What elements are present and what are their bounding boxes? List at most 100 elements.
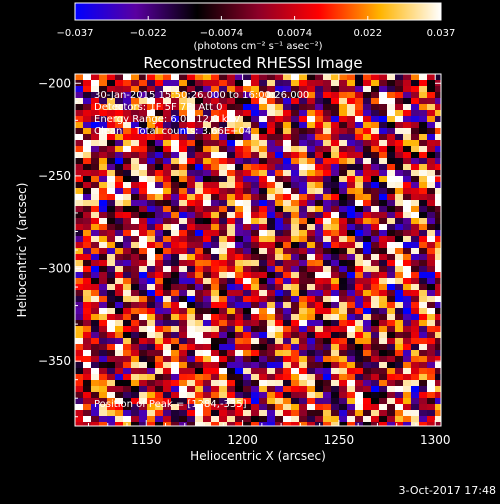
heatmap-cell: [275, 308, 283, 314]
heatmap-cell: [331, 86, 339, 92]
heatmap-cell: [243, 98, 251, 104]
heatmap-cell: [219, 80, 227, 86]
heatmap-cell: [99, 314, 107, 320]
heatmap-cell: [435, 110, 441, 116]
heatmap-cell: [203, 236, 211, 242]
heatmap-cell: [307, 254, 315, 260]
heatmap-cell: [147, 320, 155, 326]
heatmap-cell: [195, 242, 203, 248]
heatmap-cell: [331, 332, 339, 338]
heatmap-cell: [275, 380, 283, 386]
heatmap-cell: [115, 128, 123, 134]
heatmap-cell: [371, 344, 379, 350]
heatmap-cell: [123, 272, 131, 278]
heatmap-cell: [123, 176, 131, 182]
heatmap-cell: [299, 290, 307, 296]
heatmap-cell: [323, 80, 331, 86]
heatmap-cell: [323, 404, 331, 410]
heatmap-cell: [163, 206, 171, 212]
heatmap-cell: [99, 128, 107, 134]
heatmap-cell: [307, 146, 315, 152]
heatmap-cell: [107, 200, 115, 206]
heatmap-cell: [323, 164, 331, 170]
heatmap-cell: [379, 98, 387, 104]
heatmap-cell: [355, 272, 363, 278]
heatmap-cell: [75, 422, 83, 426]
heatmap-cell: [315, 74, 323, 80]
heatmap-cell: [291, 422, 299, 426]
heatmap-cell: [435, 422, 441, 426]
heatmap-cell: [371, 404, 379, 410]
heatmap-cell: [419, 296, 427, 302]
heatmap-cell: [203, 416, 211, 422]
heatmap-cell: [427, 104, 435, 110]
heatmap-cell: [315, 398, 323, 404]
heatmap-cell: [179, 284, 187, 290]
heatmap-cell: [419, 212, 427, 218]
heatmap-cell: [171, 242, 179, 248]
heatmap-cell: [435, 248, 441, 254]
heatmap-cell: [275, 212, 283, 218]
heatmap-cell: [83, 134, 91, 140]
heatmap-cell: [251, 320, 259, 326]
heatmap-cell: [403, 398, 411, 404]
heatmap-cell: [75, 332, 83, 338]
heatmap-cell: [235, 254, 243, 260]
heatmap-cell: [91, 368, 99, 374]
heatmap-cell: [139, 176, 147, 182]
heatmap-cell: [115, 122, 123, 128]
heatmap-cell: [315, 290, 323, 296]
heatmap-cell: [347, 170, 355, 176]
heatmap-cell: [411, 164, 419, 170]
heatmap-cell: [123, 308, 131, 314]
heatmap-cell: [243, 350, 251, 356]
heatmap-cell: [283, 140, 291, 146]
heatmap-cell: [259, 164, 267, 170]
heatmap-cell: [259, 230, 267, 236]
heatmap-cell: [107, 362, 115, 368]
heatmap-cell: [419, 332, 427, 338]
heatmap-cell: [83, 122, 91, 128]
heatmap-cell: [203, 386, 211, 392]
heatmap-cell: [131, 326, 139, 332]
heatmap-cell: [323, 410, 331, 416]
heatmap-cell: [99, 386, 107, 392]
heatmap-cell: [75, 170, 83, 176]
heatmap-cell: [203, 104, 211, 110]
heatmap-cell: [75, 362, 83, 368]
heatmap-cell: [139, 362, 147, 368]
heatmap-cell: [339, 170, 347, 176]
heatmap-cell: [347, 140, 355, 146]
heatmap-cell: [307, 104, 315, 110]
heatmap-cell: [99, 158, 107, 164]
heatmap-cell: [235, 74, 243, 80]
y-axis-label: Heliocentric Y (arcsec): [15, 183, 29, 318]
heatmap-cell: [203, 152, 211, 158]
heatmap-cell: [275, 242, 283, 248]
heatmap-cell: [203, 314, 211, 320]
heatmap-cell: [219, 236, 227, 242]
heatmap-cell: [419, 146, 427, 152]
heatmap-cell: [259, 350, 267, 356]
heatmap-cell: [115, 224, 123, 230]
heatmap-cell: [371, 104, 379, 110]
heatmap-cell: [339, 152, 347, 158]
heatmap-cell: [371, 206, 379, 212]
heatmap-cell: [419, 206, 427, 212]
heatmap-cell: [235, 134, 243, 140]
heatmap-cell: [171, 410, 179, 416]
heatmap-cell: [387, 176, 395, 182]
heatmap-cell: [227, 278, 235, 284]
heatmap-cell: [331, 416, 339, 422]
heatmap-cell: [235, 362, 243, 368]
heatmap-cell: [195, 134, 203, 140]
heatmap-cell: [163, 104, 171, 110]
heatmap-cell: [283, 98, 291, 104]
heatmap-cell: [419, 134, 427, 140]
heatmap-cell: [219, 398, 227, 404]
heatmap-cell: [419, 278, 427, 284]
heatmap-cell: [259, 110, 267, 116]
heatmap-cell: [123, 110, 131, 116]
heatmap-cell: [179, 98, 187, 104]
heatmap-cell: [275, 176, 283, 182]
